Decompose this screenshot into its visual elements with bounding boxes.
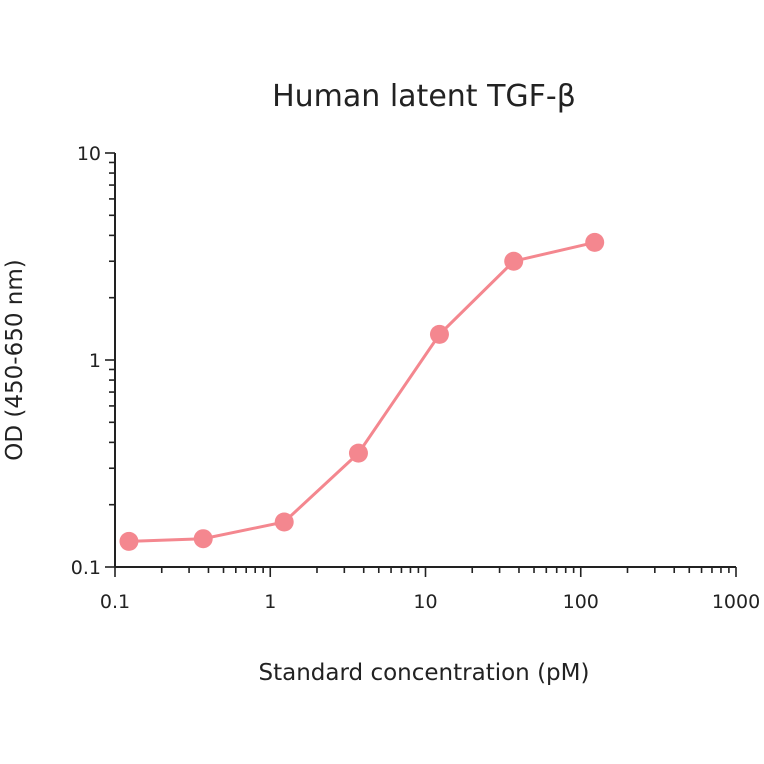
data-point (348, 443, 368, 463)
data-point (504, 251, 524, 271)
data-point (585, 232, 605, 252)
x-tick-label: 10 (413, 591, 437, 613)
y-tick-label: 1 (89, 350, 101, 372)
data-point (119, 531, 139, 551)
chart-title: Human latent TGF-β (272, 79, 576, 114)
y-tick-label: 10 (77, 143, 101, 165)
series-layer (119, 232, 605, 551)
x-tick-label: 1000 (712, 591, 760, 613)
y-axis-label: OD (450-650 nm) (2, 259, 28, 460)
data-point (193, 529, 213, 549)
y-tick-label: 0.1 (71, 557, 101, 579)
x-tick-label: 1 (264, 591, 276, 613)
x-axis-label: Standard concentration (pM) (259, 660, 590, 686)
data-point (429, 324, 449, 344)
x-tick-label: 100 (563, 591, 599, 613)
data-point (274, 512, 294, 532)
axes: 0.1 1 10 100 1000 0.1 1 10 (71, 143, 760, 613)
series-line (128, 240, 596, 543)
x-tick-label: 0.1 (100, 591, 130, 613)
